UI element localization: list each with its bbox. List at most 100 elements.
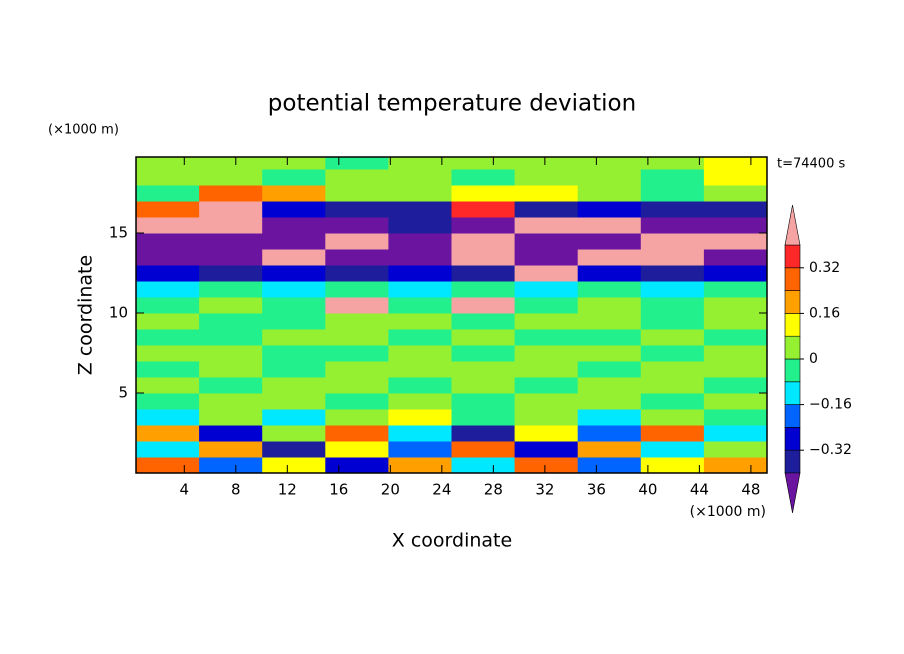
colorbar-tick-label: 0.32 xyxy=(809,260,840,276)
contour-cell xyxy=(199,249,263,266)
contour-cell xyxy=(136,297,200,314)
contour-cell xyxy=(703,265,767,282)
contour-cell xyxy=(703,361,767,378)
contour-cell xyxy=(703,409,767,426)
chart-title: potential temperature deviation xyxy=(268,91,636,117)
contour-cell xyxy=(136,233,200,250)
contour-cell xyxy=(640,185,705,202)
contour-cell xyxy=(325,157,389,170)
contour-cell xyxy=(136,457,200,473)
contour-cell xyxy=(577,361,642,378)
contour-cell xyxy=(325,297,389,314)
contour-cell xyxy=(514,441,579,458)
contour-cell xyxy=(640,441,705,458)
contour-cell xyxy=(703,345,767,362)
contour-cell xyxy=(577,313,642,330)
colorbar-tick-label: 0.16 xyxy=(809,305,840,321)
contour-cell xyxy=(325,457,389,473)
contour-cell xyxy=(577,393,642,410)
contour-cell xyxy=(388,169,452,186)
contour-cell xyxy=(514,249,579,266)
contour-cell xyxy=(514,217,579,234)
contour-cell xyxy=(451,313,516,330)
contour-cell xyxy=(640,157,705,170)
contour-cell xyxy=(136,409,200,426)
contour-cell xyxy=(577,233,642,250)
contour-cell xyxy=(703,201,767,218)
colorbar-tick-label: 0 xyxy=(809,351,818,367)
contour-cell xyxy=(199,281,263,298)
contour-cell xyxy=(577,249,642,266)
contour-cell xyxy=(199,233,263,250)
contour-cell xyxy=(577,157,642,170)
contour-cell xyxy=(325,233,389,250)
contour-cell xyxy=(451,425,516,442)
contour-cell xyxy=(640,281,705,298)
contour-cell xyxy=(514,361,579,378)
y-unit: (×1000 m) xyxy=(48,123,119,138)
contour-cell xyxy=(451,377,516,394)
contour-cell xyxy=(388,297,452,314)
contour-cell xyxy=(262,281,326,298)
contour-cell xyxy=(451,345,516,362)
contour-cell xyxy=(199,329,263,346)
contour-cell xyxy=(514,201,579,218)
contour-cell xyxy=(451,157,516,170)
contour-cell xyxy=(262,345,326,362)
contour-cell xyxy=(199,361,263,378)
contour-cell xyxy=(388,361,452,378)
contour-cell xyxy=(388,425,452,442)
contour-cell xyxy=(388,409,452,426)
contour-cell xyxy=(703,457,767,473)
contour-cell xyxy=(640,345,705,362)
contour-cell xyxy=(577,329,642,346)
x-tick-label: 48 xyxy=(741,481,760,499)
contour-cell xyxy=(451,297,516,314)
contour-cell xyxy=(388,185,452,202)
contour-cell xyxy=(136,441,200,458)
contour-cell xyxy=(262,201,326,218)
contour-cell xyxy=(325,361,389,378)
contour-cell xyxy=(451,201,516,218)
contour-cell xyxy=(199,393,263,410)
contour-cell xyxy=(577,297,642,314)
x-tick-label: 36 xyxy=(587,481,606,499)
contour-cell xyxy=(703,169,767,186)
contour-cell xyxy=(262,217,326,234)
contour-cell xyxy=(262,233,326,250)
colorbar-segment xyxy=(784,244,801,269)
contour-cell xyxy=(640,249,705,266)
contour-cell xyxy=(136,157,200,170)
contour-cell xyxy=(640,377,705,394)
contour-cell xyxy=(577,281,642,298)
x-tick-label: 16 xyxy=(329,481,348,499)
contour-cell xyxy=(136,265,200,282)
x-tick-label: 24 xyxy=(432,481,451,499)
colorbar-segment xyxy=(784,267,801,291)
y-axis-label: Z coordinate xyxy=(75,255,97,375)
contour-cell xyxy=(199,185,263,202)
contour-cell xyxy=(136,377,200,394)
contour-cell xyxy=(388,393,452,410)
contour-cell xyxy=(199,169,263,186)
contour-cell xyxy=(136,249,200,266)
contour-cell xyxy=(577,441,642,458)
colorbar-segment xyxy=(784,335,801,360)
contour-cell xyxy=(136,201,200,218)
contour-cell xyxy=(199,409,263,426)
contour-cell xyxy=(199,441,263,458)
contour-cell xyxy=(262,329,326,346)
contour-cell xyxy=(451,233,516,250)
contour-cell xyxy=(703,249,767,266)
contour-cell xyxy=(451,393,516,410)
contour-cell xyxy=(703,233,767,250)
contour-cell xyxy=(577,217,642,234)
contour-cell xyxy=(514,329,579,346)
x-tick-label: 12 xyxy=(278,481,297,499)
plot-frame xyxy=(135,156,768,474)
contour-cell xyxy=(199,217,263,234)
colorbar-segment xyxy=(784,290,801,314)
contour-cell xyxy=(451,361,516,378)
contour-cell xyxy=(388,157,452,170)
